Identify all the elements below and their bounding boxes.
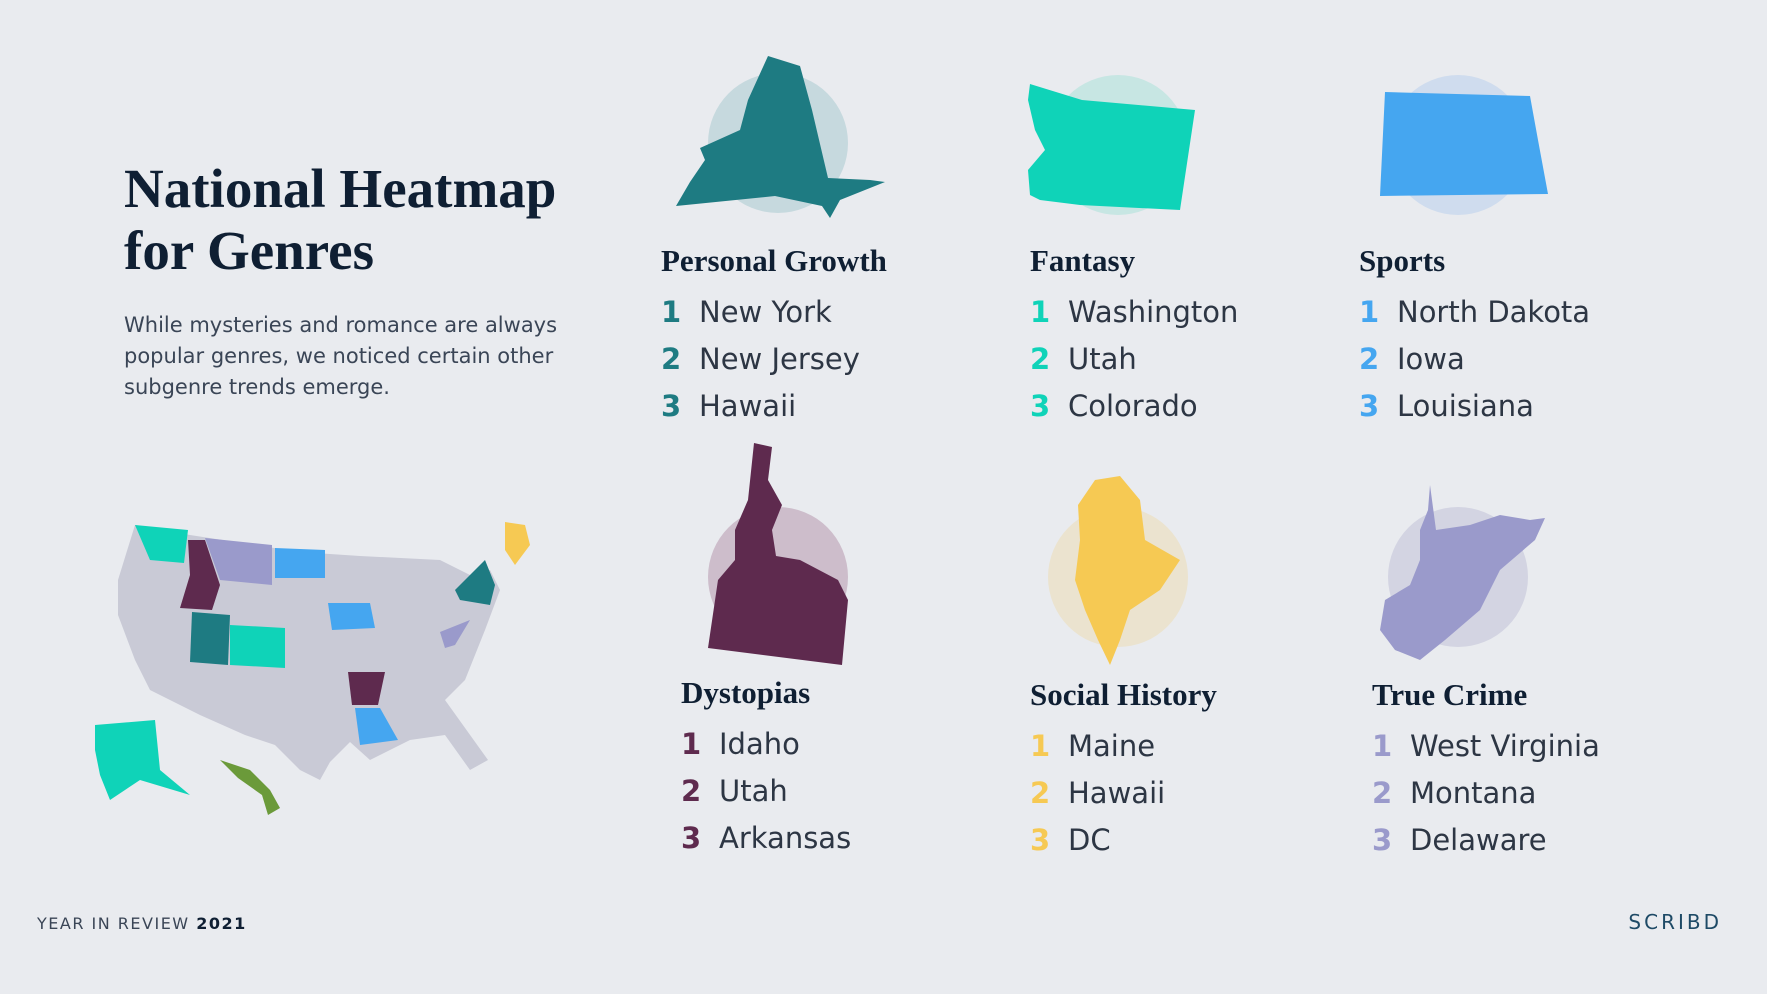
rank-number: 3	[1372, 823, 1393, 857]
rank-number: 1	[681, 727, 702, 761]
rank-row: 2 Iowa	[1359, 336, 1590, 383]
rank-row: 3 Louisiana	[1359, 383, 1590, 430]
brand-name: SCRIBD	[1628, 910, 1722, 934]
rank-row: 2 New Jersey	[661, 336, 887, 383]
state-name: Utah	[719, 774, 788, 808]
rank-row: 3 Arkansas	[681, 815, 851, 862]
genre-block: Fantasy 1 Washington 2 Utah 3 Colorado	[1030, 243, 1238, 430]
rank-row: 3 Hawaii	[661, 383, 887, 430]
state-name: Louisiana	[1397, 389, 1534, 423]
rank-row: 3 DC	[1030, 817, 1217, 864]
rank-row: 2 Montana	[1372, 770, 1600, 817]
map-montana	[205, 538, 272, 585]
genre-block: True Crime 1 West Virginia 2 Montana 3 Delawar…	[1372, 677, 1600, 864]
rank-number: 1	[1372, 729, 1393, 763]
maine-shape	[1075, 476, 1180, 665]
state-name: Montana	[1410, 776, 1537, 810]
state-name: Colorado	[1068, 389, 1198, 423]
state-name: West Virginia	[1410, 729, 1600, 763]
state-name: New York	[699, 295, 832, 329]
rank-number: 3	[1359, 389, 1380, 423]
state-name: Delaware	[1410, 823, 1547, 857]
rank-row: 1 New York	[661, 289, 887, 336]
state-name: Maine	[1068, 729, 1156, 763]
rank-row: 1 Washington	[1030, 289, 1238, 336]
genre-block: Personal Growth 1 New York 2 New Jersey 3 Hawa…	[661, 243, 887, 430]
map-utah	[190, 612, 230, 665]
description: While mysteries and romance are always p…	[124, 313, 558, 399]
rank-number: 2	[661, 342, 682, 376]
new-york-shape	[676, 56, 885, 218]
rank-number: 3	[681, 821, 702, 855]
map-colorado	[230, 625, 285, 668]
footer-label: YEAR IN REVIEW	[37, 914, 190, 933]
state-name: Hawaii	[1068, 776, 1166, 810]
rank-row: 1 Maine	[1030, 723, 1217, 770]
map-idaho	[180, 540, 220, 610]
state-name: Idaho	[719, 727, 800, 761]
state-name: Utah	[1068, 342, 1137, 376]
genre-block: Dystopias 1 Idaho 2 Utah 3 Arkansas	[681, 675, 851, 862]
rank-number: 1	[661, 295, 682, 329]
state-name: DC	[1068, 823, 1111, 857]
rank-number: 2	[1030, 342, 1051, 376]
map-iowa	[328, 603, 375, 630]
map-louisiana	[355, 708, 398, 745]
map-maine	[505, 522, 530, 565]
washington-shape	[1028, 84, 1195, 210]
state-name: Washington	[1068, 295, 1239, 329]
footer-year: 2021	[196, 914, 247, 933]
footer: YEAR IN REVIEW 2021	[37, 914, 247, 933]
rank-number: 2	[1030, 776, 1051, 810]
rank-number: 1	[1359, 295, 1380, 329]
map-west-virginia	[440, 620, 470, 648]
map-north-dakota	[275, 548, 325, 578]
west-virginia-shape	[1380, 485, 1545, 660]
rank-number: 1	[1030, 729, 1051, 763]
state-name: Hawaii	[699, 389, 797, 423]
rank-row: 2 Hawaii	[1030, 770, 1217, 817]
genre-title: Social History	[1030, 677, 1217, 712]
map-alaska	[95, 720, 190, 800]
genre-title: True Crime	[1372, 677, 1528, 712]
rank-number: 1	[1030, 295, 1051, 329]
map-new-york	[455, 560, 495, 605]
rank-number: 3	[1030, 389, 1051, 423]
genre-title: Dystopias	[681, 675, 811, 710]
rank-number: 2	[681, 774, 702, 808]
idaho-shape	[708, 443, 848, 665]
genre-block: Social History 1 Maine 2 Hawaii 3 DC	[1030, 677, 1217, 864]
rank-number: 3	[661, 389, 682, 423]
rank-row: 2 Utah	[1030, 336, 1238, 383]
state-name: Arkansas	[719, 821, 852, 855]
map-washington	[135, 525, 188, 563]
rank-row: 1 North Dakota	[1359, 289, 1590, 336]
state-name: North Dakota	[1397, 295, 1591, 329]
rank-row: 2 Utah	[681, 768, 851, 815]
rank-number: 2	[1372, 776, 1393, 810]
rank-number: 3	[1030, 823, 1051, 857]
genre-title: Sports	[1359, 243, 1446, 278]
rank-row: 1 Idaho	[681, 721, 851, 768]
map-arkansas	[348, 672, 385, 705]
rank-row: 1 West Virginia	[1372, 723, 1600, 770]
brand: SCRIBD	[1628, 910, 1722, 934]
state-name: Iowa	[1397, 342, 1465, 376]
map-hawaii	[220, 760, 280, 815]
genre-title: Personal Growth	[661, 243, 887, 278]
rank-row: 3 Colorado	[1030, 383, 1238, 430]
rank-number: 2	[1359, 342, 1380, 376]
rank-row: 3 Delaware	[1372, 817, 1600, 864]
genre-block: Sports 1 North Dakota 2 Iowa 3 Louisiana	[1359, 243, 1590, 430]
genre-title: Fantasy	[1030, 243, 1136, 278]
state-name: New Jersey	[699, 342, 860, 376]
title: National Heatmap for Genres	[124, 158, 557, 281]
north-dakota-shape	[1380, 92, 1548, 196]
